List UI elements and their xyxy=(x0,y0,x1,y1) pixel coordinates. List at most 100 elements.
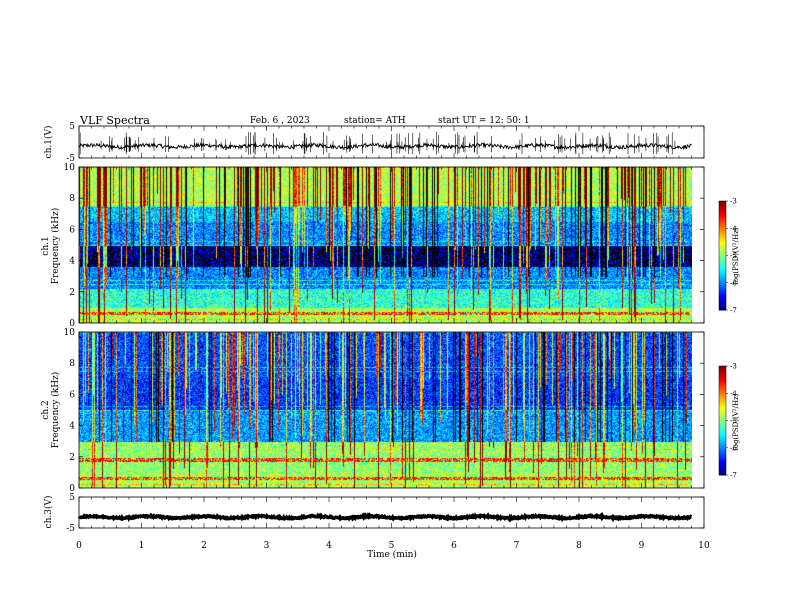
ch2-spectrogram-colorbar-segment xyxy=(719,473,726,476)
time-tick-label: 10 xyxy=(698,541,710,551)
ch2-spectrogram-colorbar-segment xyxy=(719,404,726,407)
ch1-spectrogram-colorbar-segment xyxy=(719,220,726,224)
ch2-spectrogram-colorbar-tick-label: -6 xyxy=(730,444,737,452)
ch2-spectrogram-colorbar-segment xyxy=(719,373,726,376)
ch2-spectrogram-colorbar-segment xyxy=(719,422,726,425)
ch1-waveform-ytick-label: -5 xyxy=(66,154,75,164)
ch2-spectrogram-colorbar-segment xyxy=(719,380,726,383)
ch2-spectrogram-colorbar-segment xyxy=(719,456,726,460)
ch2-spectrogram-colorbar-segment xyxy=(719,460,726,463)
date-label: Feb. 6 , 2023 xyxy=(250,116,310,126)
ch1-spectrogram-ytick-label: 4 xyxy=(69,257,75,267)
ch1-spectrogram-colorbar-segment xyxy=(719,260,726,264)
ch2-spectrogram-colorbar-segment xyxy=(719,384,726,387)
time-tick-label: 4 xyxy=(326,541,332,551)
ch1-spectrogram-colorbar-segment xyxy=(719,231,726,235)
time-tick-label: 1 xyxy=(139,541,145,551)
ch1-spectrogram-colorbar-segment xyxy=(719,291,726,295)
ch2-spectrogram-colorbar: -3 -4 -5 -6 -7 xyxy=(718,363,737,480)
ch2-spectrogram-colorbar-segment xyxy=(719,385,726,389)
ch1-spectrogram-colorbar-segment xyxy=(719,277,726,280)
ch2-spectrogram-colorbar-tick-label: -3 xyxy=(730,363,737,371)
ch1-spectrogram-colorbar-segment xyxy=(719,226,726,229)
ch2-spectrogram-colorbar-segment xyxy=(719,396,726,400)
ch2-spectrogram-colorbar-segment xyxy=(719,464,726,467)
ch1-spectrogram-ytick-label: 2 xyxy=(69,288,75,298)
ch1-spectrogram-colorbar-segment xyxy=(719,255,726,258)
ch1-spectrogram-colorbar-segment xyxy=(719,208,726,211)
ch2-spectrogram-colorbar-segment xyxy=(719,369,726,372)
ch1-spectrogram-colorbar-segment xyxy=(719,306,726,309)
ch1-spectrogram-colorbar-segment xyxy=(719,201,726,204)
time-tick-label: 2 xyxy=(201,541,207,551)
ch2-spectrogram-colorbar-segment xyxy=(719,427,726,431)
ch1-spectrogram-heatmap-image xyxy=(79,167,692,323)
ch1-spectrogram-colorbar-segment xyxy=(719,206,726,209)
ch2-spectrogram-ytick-label: 8 xyxy=(69,359,75,369)
ch1-spectrogram-colorbar-segment xyxy=(719,224,726,227)
ch1-spectrogram-colorbar-segment xyxy=(719,297,726,300)
ch2-spectrogram-colorbar-segment xyxy=(719,375,726,378)
ch1-spectrogram-colorbar-segment xyxy=(719,280,726,284)
ch1-spectrogram-ytick-label: 8 xyxy=(69,194,75,204)
ch1-spectrogram-colorbar-segment xyxy=(719,253,726,256)
time-tick-label: 7 xyxy=(514,541,520,551)
ch1-spectrogram-colorbar-segment xyxy=(719,250,726,253)
ch1-spectrogram-colorbar-segment xyxy=(719,275,726,278)
time-tick-label: 5 xyxy=(389,541,395,551)
ch1-spectrogram-colorbar-segment xyxy=(719,204,726,207)
ch2-spectrogram-colorbar-segment xyxy=(719,402,726,405)
ch1-frequency-axis-label: Frequency (kHz) xyxy=(50,208,61,285)
time-tick-label: 9 xyxy=(639,541,645,551)
ch2-spectrogram-colorbar-segment xyxy=(719,411,726,414)
ch2-spectrogram-colorbar-segment xyxy=(719,447,726,451)
start-time-label: start UT = 12: 50: 1 xyxy=(438,116,530,126)
ch3-waveform-ytick-label: 5 xyxy=(69,493,75,503)
ch2-spectrogram-heatmap-image xyxy=(79,332,692,488)
ch1-spectrogram-colorbar-segment xyxy=(719,230,726,233)
ch2-spectrogram-colorbar-segment xyxy=(719,389,726,392)
ch2-spectrogram-colorbar-segment xyxy=(719,400,726,403)
ch2-spectrogram-colorbar-segment xyxy=(719,407,726,411)
ch2-spectrogram-colorbar-segment xyxy=(719,433,726,436)
ch1-spectrogram-colorbar-segment xyxy=(719,228,726,231)
ch2-spectrogram-colorbar-segment xyxy=(719,449,726,452)
ch1-spectrogram-colorbar-segment xyxy=(719,213,726,217)
ch2-spectrogram-colorbar-segment xyxy=(719,376,726,380)
ch2-spectrogram-colorbar-segment xyxy=(719,391,726,394)
ch2-spectrogram-colorbar-segment xyxy=(719,458,726,461)
ch2-spectrogram-colorbar-segment xyxy=(719,382,726,385)
ch2-spectrogram-colorbar-segment xyxy=(719,420,726,423)
ch2-spectrogram-colorbar-tick-label: -5 xyxy=(730,417,737,425)
ch2-spectrogram-colorbar-segment xyxy=(719,438,726,441)
time-tick-label: 6 xyxy=(451,541,457,551)
ch1-spectrogram-ytick-label: 10 xyxy=(64,163,76,173)
ch2-spectrogram-colorbar-segment xyxy=(719,378,726,382)
ch1-spectrogram-colorbar-segment xyxy=(719,300,726,304)
ch2-spectrogram-colorbar-segment xyxy=(719,451,726,454)
ch2-spectrogram-colorbar-segment xyxy=(719,465,726,469)
ch1-spectrogram-colorbar-segment xyxy=(719,288,726,291)
ch1-spectrogram-colorbar-segment xyxy=(719,290,726,293)
ch1-spectrogram-colorbar-tick-label: -7 xyxy=(730,307,737,315)
ch2-spectrogram-colorbar-segment xyxy=(719,435,726,438)
ch1-spectrogram-colorbar-segment xyxy=(719,282,726,286)
ch2-spectrogram-colorbar-segment xyxy=(719,371,726,374)
ch1-spectrogram-colorbar-segment xyxy=(719,299,726,302)
ch2-spectrogram-colorbar-segment xyxy=(719,367,726,371)
ch2-spectrogram-colorbar-segment xyxy=(719,416,726,420)
ch1-spectrogram-colorbar-segment xyxy=(719,240,726,244)
ch2-spectrogram-colorbar-segment xyxy=(719,387,726,391)
ch1-spectrogram-colorbar: -3 -4 -5 -6 -7 xyxy=(718,198,737,315)
ch1-spectrogram-ytick-label: 6 xyxy=(69,225,75,235)
ch2-spectrogram-colorbar-segment xyxy=(719,415,726,418)
ch1-spectrogram-colorbar-segment xyxy=(719,273,726,276)
ch1-spectrogram-colorbar-segment xyxy=(719,233,726,237)
ch1-spectrogram-colorbar-segment xyxy=(719,237,726,240)
ch1-spectrogram-colorbar-segment xyxy=(719,215,726,218)
ch3-waveform-ytick-label: -5 xyxy=(66,524,75,534)
ch2-spectrogram-colorbar-segment xyxy=(719,395,726,398)
ch1-channel-label: ch.1 xyxy=(41,236,51,255)
